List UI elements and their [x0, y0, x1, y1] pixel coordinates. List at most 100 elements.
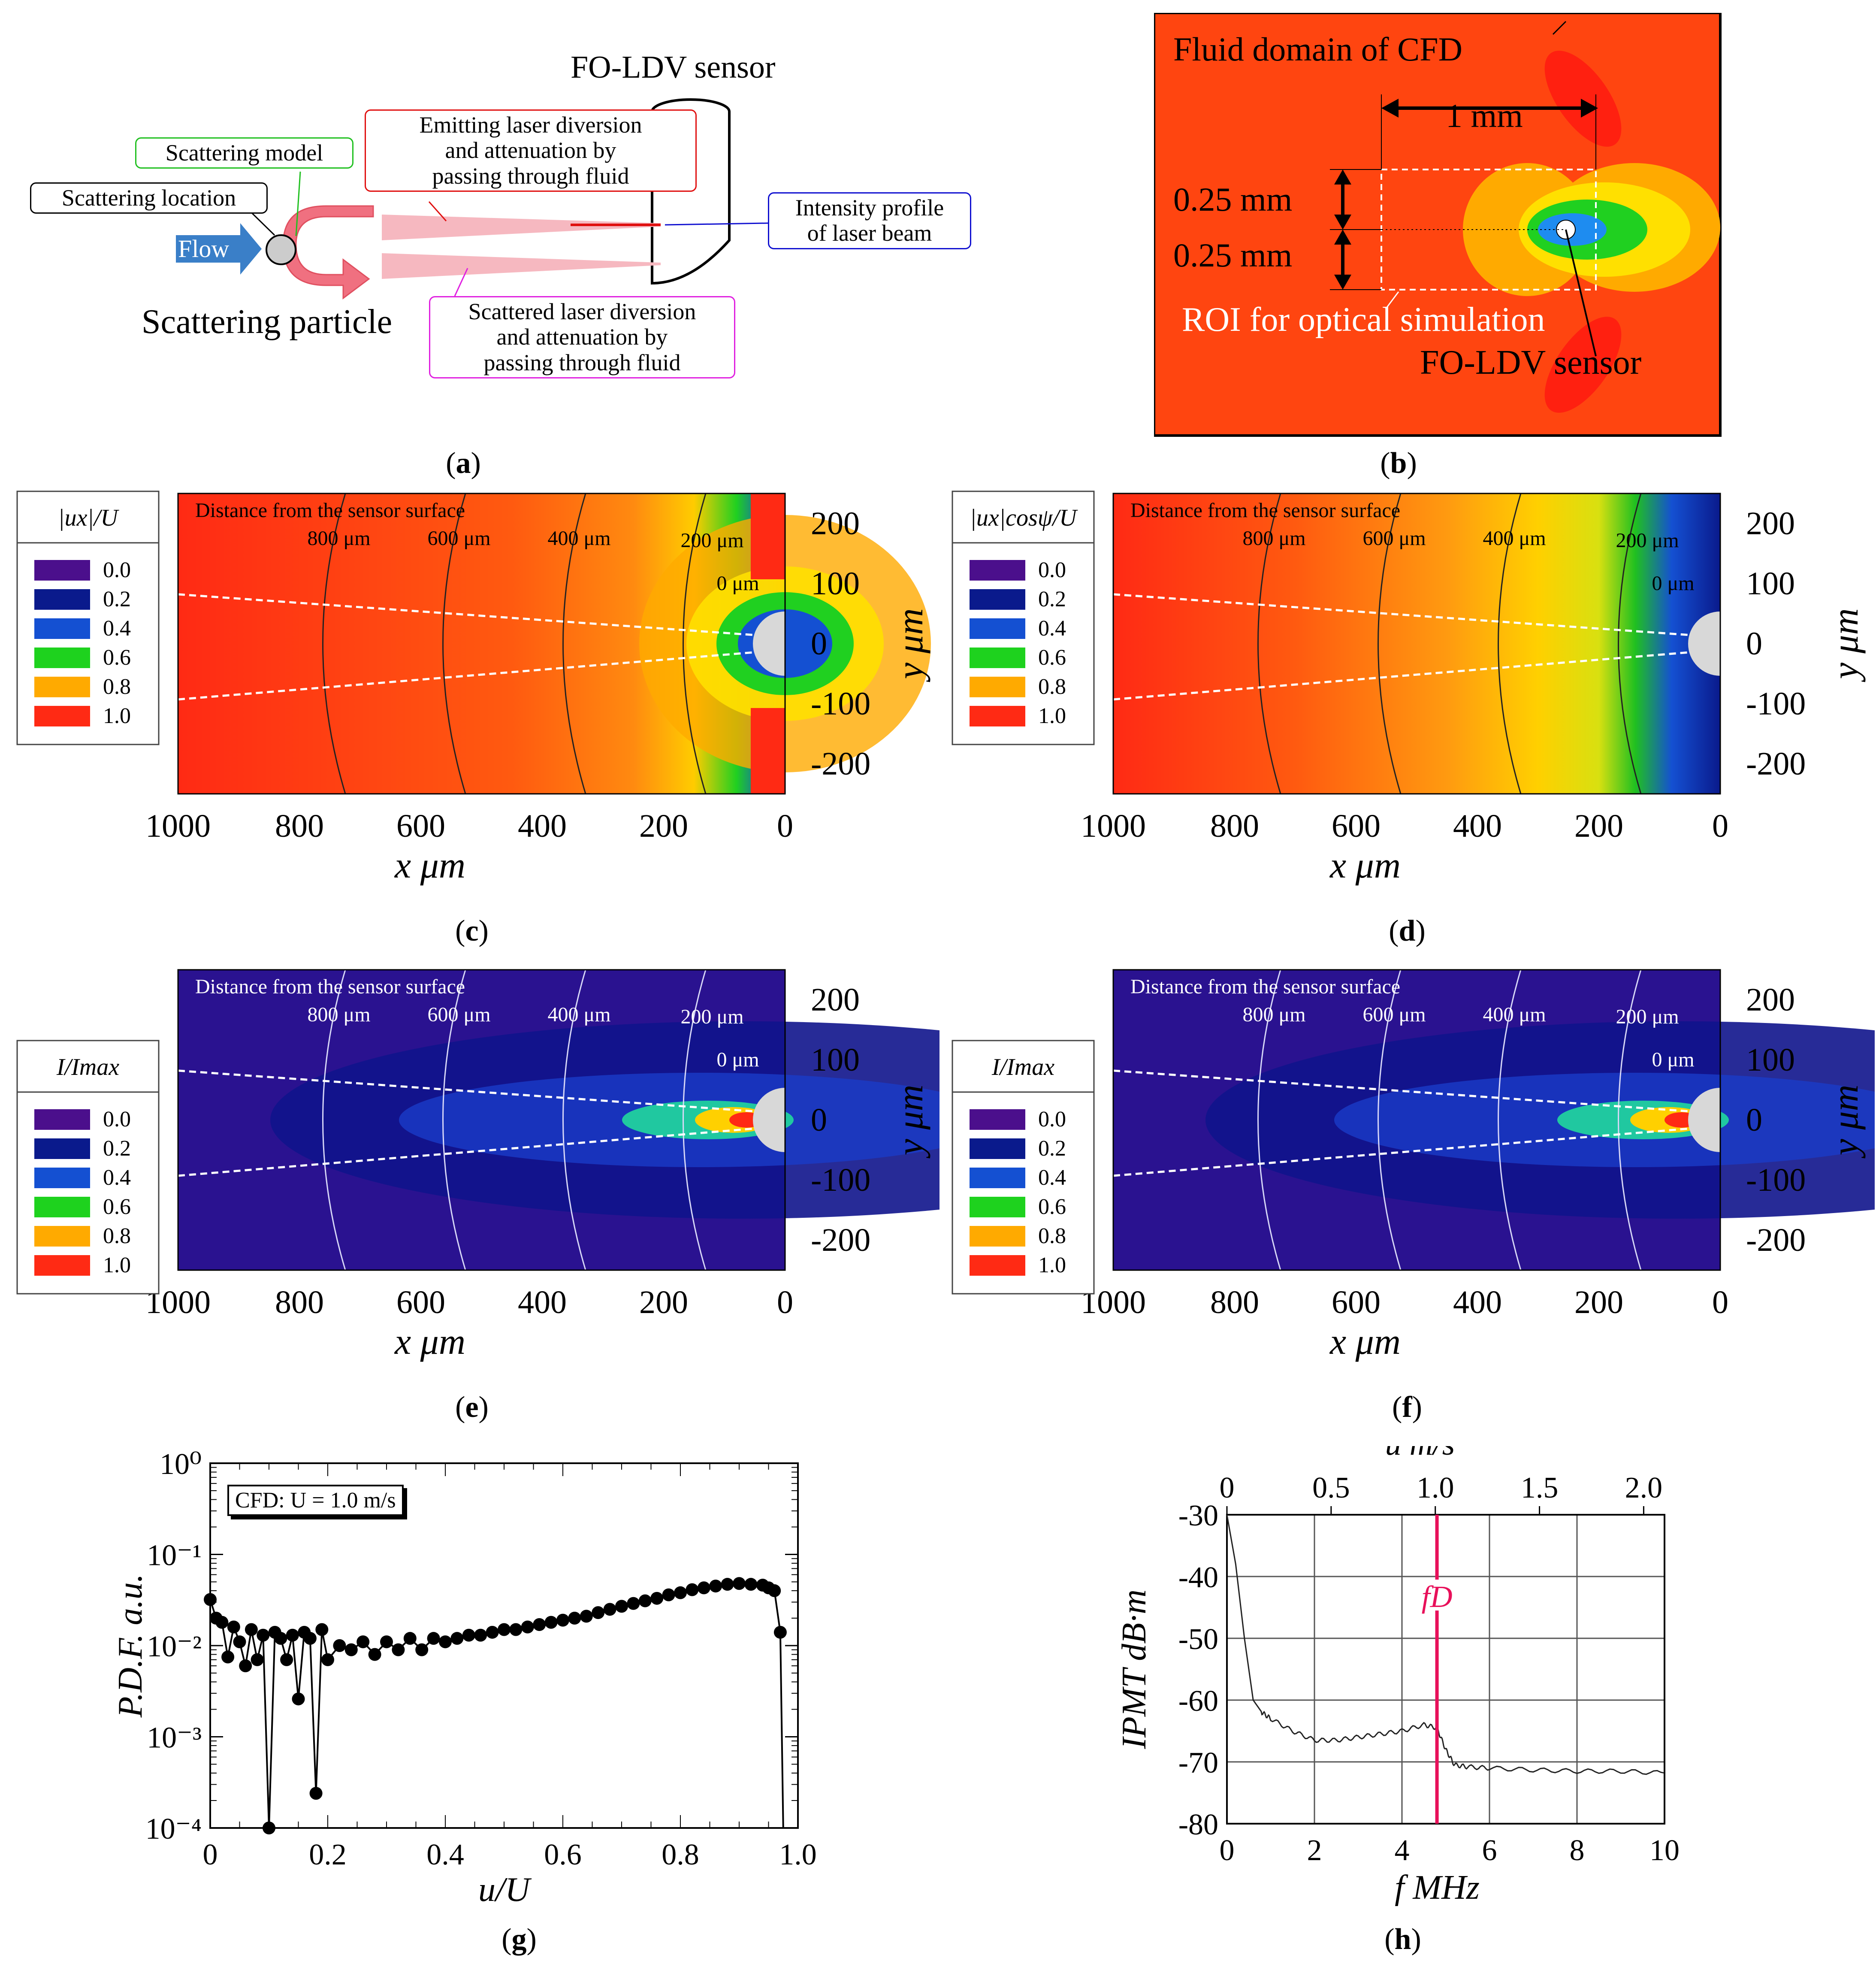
- y-tick-label: 0: [1746, 626, 1762, 662]
- legend-title: |ux|cosψ/U: [970, 505, 1078, 531]
- arc-label: 0 μm: [1652, 572, 1694, 595]
- pdf-point: [309, 1787, 323, 1800]
- distance-arc: [1498, 969, 1522, 1271]
- legend-value: 0.6: [1038, 1195, 1066, 1219]
- legend-value: 0.2: [1038, 1136, 1066, 1161]
- legend-swatch: [34, 560, 90, 581]
- y-tick-label: 10⁻¹: [147, 1539, 202, 1572]
- legend-value: 0.4: [103, 616, 131, 641]
- distance-arc: [442, 493, 466, 794]
- flow-arrow-icon: [176, 223, 262, 275]
- x-tick-label: 200: [1574, 1284, 1623, 1320]
- x-tick-label: 4: [1395, 1834, 1410, 1867]
- plot-frame: [177, 969, 786, 1271]
- y-tick-label: -200: [1746, 1222, 1806, 1258]
- pdf-point: [415, 1643, 429, 1656]
- legend-value: 1.0: [103, 704, 131, 728]
- legend-swatch: [34, 1255, 90, 1276]
- emitting-line-3: passing through fluid: [432, 163, 629, 189]
- pdf-point: [263, 1822, 275, 1834]
- legend-swatch: [970, 1109, 1025, 1130]
- legend-value: 0.8: [1038, 1224, 1066, 1248]
- pdf-point: [303, 1632, 317, 1645]
- arc-label: 400 μm: [1483, 527, 1546, 550]
- legend-swatch: [970, 560, 1025, 581]
- x-tick-label: 600: [396, 808, 445, 844]
- y-axis-label: y μm: [1825, 608, 1866, 683]
- legend-swatch: [970, 618, 1025, 639]
- pdf-point: [709, 1580, 722, 1593]
- distance-arc: [1257, 493, 1281, 794]
- panel-c: Distance from the sensor surface 800 μm 60…: [0, 489, 940, 965]
- plot-frame: [1226, 1514, 1665, 1825]
- x-tick-label: 0.2: [309, 1838, 347, 1871]
- beam-upper-edge: [178, 593, 755, 636]
- pdf-point: [697, 1581, 710, 1595]
- pdf-point: [768, 1584, 781, 1598]
- y-tick-label: 100: [1746, 1042, 1795, 1078]
- legend-value: 0.8: [103, 1224, 131, 1248]
- distance-arc: [1618, 493, 1642, 794]
- caption-f: (f): [1392, 1391, 1422, 1424]
- beam-lower-edge: [178, 651, 755, 701]
- legend-title: I/Imax: [56, 1054, 119, 1080]
- pdf-point: [257, 1628, 270, 1642]
- pdf-point: [662, 1588, 675, 1601]
- x-tick-label: 2: [1307, 1834, 1322, 1867]
- arc-label: 600 μm: [1362, 1003, 1426, 1026]
- distance-arc: [562, 493, 586, 794]
- legend-swatch: [34, 1109, 90, 1130]
- distance-arc: [562, 969, 586, 1271]
- legend-swatch: [34, 1197, 90, 1217]
- legend-swatch: [970, 1168, 1025, 1188]
- y-tick-label: 10⁻³: [147, 1722, 202, 1755]
- pdf-point: [251, 1653, 264, 1666]
- pdf-point: [333, 1639, 346, 1652]
- beam-upper-edge: [1113, 1069, 1691, 1113]
- top-tick-label: 1.5: [1521, 1471, 1559, 1504]
- arc-label: 600 μm: [1362, 527, 1426, 550]
- legend-swatch: [970, 1255, 1025, 1276]
- arc-label: 800 μm: [1242, 1003, 1305, 1026]
- y-axis-label: y μm: [1825, 1085, 1866, 1159]
- caption-b: (b): [1380, 447, 1417, 480]
- pdf-point: [650, 1592, 664, 1605]
- plot-frame: [209, 1462, 799, 1829]
- arc-label: 400 μm: [1483, 1003, 1546, 1026]
- y-tick-label: -100: [811, 1162, 870, 1198]
- emitting-box: Emitting laser diversion and attenuation…: [365, 109, 697, 192]
- colorbar-legend: I/Imax 0.0 0.2 0.4 0.6 0.8 1.0: [952, 1040, 1095, 1295]
- half-height-top-label: 0.25 mm: [1173, 181, 1293, 218]
- legend-value: 1.0: [1038, 704, 1066, 728]
- pdf-point: [274, 1632, 287, 1645]
- scattering-particle-icon: [266, 234, 296, 265]
- y-axis-label: IPMT dB·m: [1115, 1589, 1153, 1749]
- plot-frame: [1112, 969, 1721, 1271]
- legend-swatch: [34, 1226, 90, 1247]
- legend-title: I/Imax: [991, 1054, 1054, 1080]
- y-tick-label: 0: [811, 626, 827, 662]
- legend-swatch: [970, 706, 1025, 726]
- x-axis-label: x μm: [1329, 844, 1401, 886]
- x-axis-label: u/U: [478, 1871, 532, 1909]
- pdf-point: [568, 1612, 581, 1625]
- pdf-point: [686, 1583, 699, 1596]
- distance-title: Distance from the sensor surface: [1130, 975, 1400, 998]
- pdf-point: [733, 1577, 746, 1590]
- arc-label: 200 μm: [1616, 529, 1679, 552]
- x-tick-label: 200: [639, 1284, 688, 1320]
- pdf-point: [773, 1625, 787, 1639]
- arc-label: 800 μm: [307, 1003, 370, 1026]
- pdf-point: [462, 1628, 475, 1642]
- arc-label: 0 μm: [716, 1048, 759, 1071]
- sensor-label: FO-LDV sensor: [1420, 344, 1642, 381]
- sensor-icon: [753, 611, 785, 676]
- pdf-point: [368, 1648, 381, 1661]
- edge-top: [751, 493, 785, 579]
- y-tick-label: -200: [1746, 746, 1806, 782]
- top-tick-label: 0.5: [1312, 1471, 1350, 1504]
- x-tick-label: 0: [1712, 1284, 1728, 1320]
- legend-frame: [952, 1040, 1095, 1295]
- x-tick-label: 1.0: [779, 1838, 817, 1871]
- caption-h: (h): [1384, 1923, 1421, 1956]
